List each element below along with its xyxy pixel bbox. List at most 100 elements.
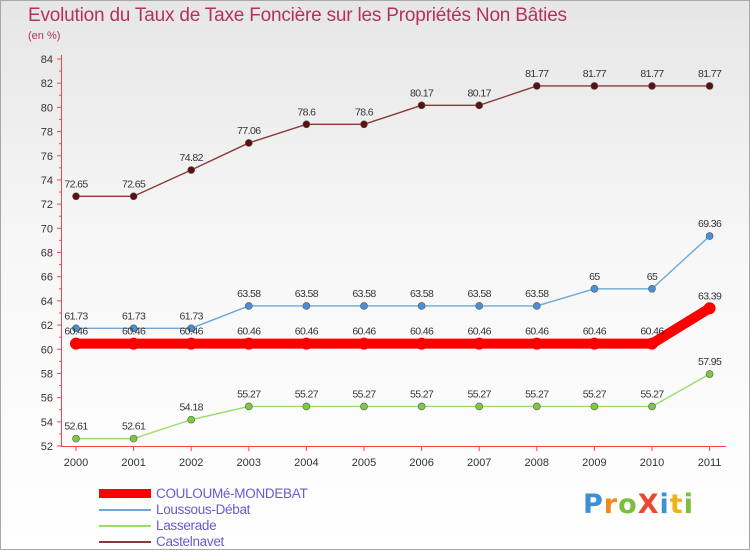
data-point	[245, 402, 253, 411]
data-label: 63.58	[525, 288, 549, 300]
data-label: 63.58	[468, 288, 492, 300]
data-point	[185, 337, 198, 350]
data-point	[475, 302, 484, 310]
data-label: 61.73	[64, 310, 88, 322]
data-label: 81.77	[698, 68, 722, 80]
data-point	[705, 232, 714, 240]
data-label: 80.17	[410, 87, 434, 99]
data-label: 60.46	[640, 326, 664, 338]
data-label: 60.46	[295, 326, 319, 338]
data-point	[648, 82, 656, 90]
data-point	[532, 402, 541, 411]
data-point	[705, 82, 714, 90]
series-line-0	[71, 303, 715, 349]
data-point	[473, 337, 486, 350]
data-label: 60.46	[410, 326, 434, 338]
data-point	[127, 337, 140, 350]
data-label: 74.82	[180, 152, 204, 164]
data-label: 77.06	[237, 125, 261, 137]
data-label: 55.27	[640, 388, 664, 400]
data-point	[590, 284, 599, 293]
data-label: 63.58	[410, 288, 434, 300]
data-label: 63.58	[352, 288, 376, 300]
legend-item: COULOUMé-MONDEBAT	[99, 486, 308, 501]
data-label: 65	[647, 271, 658, 283]
data-point	[242, 337, 255, 350]
data-label: 81.77	[583, 68, 607, 80]
chart-title: Evolution du Taux de Taxe Foncière sur l…	[28, 5, 567, 26]
data-point	[648, 284, 656, 293]
data-label: 72.65	[122, 178, 146, 190]
legend-label: COULOUMé-MONDEBAT	[156, 486, 308, 501]
data-point	[302, 302, 311, 310]
x-tick-label: 2002	[179, 457, 203, 469]
data-point	[187, 415, 195, 424]
data-point	[532, 82, 541, 90]
data-point	[187, 324, 195, 333]
y-tick-label: 74	[41, 175, 53, 187]
x-tick-label: 2000	[64, 457, 88, 469]
data-label: 81.77	[640, 68, 664, 80]
y-tick-label: 64	[41, 296, 53, 308]
data-point	[475, 101, 484, 110]
x-tick-label: 2009	[582, 457, 606, 469]
data-point	[530, 337, 543, 350]
data-label: 60.46	[468, 326, 492, 338]
series-line-3	[75, 85, 711, 197]
data-point	[475, 402, 484, 411]
data-label: 55.27	[525, 388, 549, 400]
data-point	[245, 302, 253, 310]
y-tick-label: 56	[41, 393, 53, 405]
proxiti-logo: ProXiti	[583, 489, 694, 520]
legend-swatch	[99, 489, 151, 498]
data-point	[129, 324, 138, 333]
x-tick-label: 2010	[640, 457, 664, 469]
data-point	[590, 82, 599, 90]
data-label: 55.27	[583, 388, 607, 400]
data-label: 65	[589, 271, 600, 283]
data-label: 63.39	[698, 290, 722, 302]
data-point	[648, 402, 656, 411]
data-point	[300, 337, 313, 350]
x-tick-label: 2008	[525, 457, 549, 469]
legend-label: Lasserade	[156, 518, 217, 533]
legend-label: Loussous-Débat	[156, 502, 251, 517]
legend-label: Castelnavet	[156, 534, 224, 549]
data-point	[187, 166, 195, 174]
data-point	[703, 302, 716, 315]
data-point	[532, 302, 541, 310]
data-label: 72.65	[64, 178, 88, 190]
data-point	[415, 337, 428, 350]
data-label: 81.77	[525, 68, 549, 80]
y-tick-label: 68	[41, 248, 53, 260]
y-tick-label: 80	[41, 102, 53, 114]
data-point	[360, 402, 368, 411]
data-label: 60.46	[352, 326, 376, 338]
y-tick-label: 52	[41, 441, 53, 453]
y-tick-label: 62	[41, 320, 53, 332]
data-point	[72, 434, 80, 443]
y-tick-label: 54	[41, 417, 53, 429]
data-point	[245, 139, 253, 147]
y-tick-label: 60	[41, 344, 53, 356]
chart-subtitle: (en %)	[28, 30, 61, 42]
data-label: 60.46	[237, 326, 261, 338]
data-label: 60.46	[64, 326, 88, 338]
data-point	[302, 120, 311, 129]
data-label: 63.58	[237, 288, 261, 300]
y-tick-label: 58	[41, 368, 53, 380]
legend-swatch	[99, 508, 151, 511]
data-point	[129, 192, 138, 201]
legend-item: Castelnavet	[99, 534, 224, 549]
data-label: 52.61	[122, 421, 146, 433]
data-label: 60.46	[583, 326, 607, 338]
x-tick-label: 2011	[698, 457, 722, 469]
data-label: 60.46	[122, 326, 146, 338]
data-label: 69.36	[698, 218, 722, 230]
data-label: 55.27	[468, 388, 492, 400]
data-label: 78.6	[297, 106, 316, 118]
data-label: 55.27	[352, 388, 376, 400]
data-label: 54.18	[180, 402, 204, 414]
